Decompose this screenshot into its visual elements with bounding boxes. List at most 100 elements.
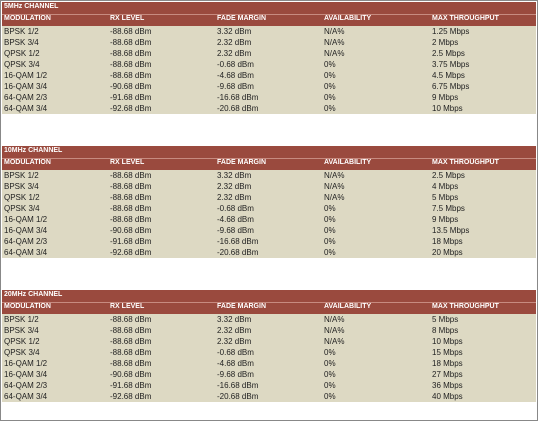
cell-max-throughput: 20 Mbps [432, 248, 463, 257]
cell-rx-level: -88.68 dBm [110, 204, 152, 213]
cell-modulation: 16-QAM 3/4 [4, 370, 48, 379]
cell-max-throughput: 5 Mbps [432, 193, 459, 202]
cell-availability: N/A% [324, 337, 345, 346]
col-header-fade-margin: FADE MARGIN [217, 15, 266, 22]
table-title: 10MHz CHANNEL [4, 147, 63, 154]
cell-fade-margin: 2.32 dBm [217, 337, 252, 346]
cell-fade-margin: 3.32 dBm [217, 171, 252, 180]
cell-fade-margin: 2.32 dBm [217, 182, 252, 191]
cell-modulation: 64-QAM 3/4 [4, 392, 48, 401]
col-header-max-throughput: MAX THROUGHPUT [432, 303, 499, 310]
cell-modulation: QPSK 3/4 [4, 204, 40, 213]
table-header: 5MHz CHANNEL MODULATION RX LEVEL FADE MA… [2, 2, 536, 26]
table-row: 64-QAM 2/3 -91.68 dBm -16.68 dBm 0% 36 Mbps [2, 380, 536, 391]
cell-rx-level: -88.68 dBm [110, 49, 152, 58]
cell-fade-margin: -4.68 dBm [217, 359, 254, 368]
table-20mhz: 20MHz CHANNEL MODULATION RX LEVEL FADE M… [2, 290, 536, 402]
cell-availability: 0% [324, 381, 336, 390]
table-row: 16-QAM 3/4 -90.68 dBm -9.68 dBm 0% 6.75 Mbps [2, 81, 536, 92]
table-body: BPSK 1/2 -88.68 dBm 3.32 dBm N/A% 1.25 Mbps B… [2, 26, 536, 114]
cell-fade-margin: 3.32 dBm [217, 27, 252, 36]
cell-fade-margin: -4.68 dBm [217, 215, 254, 224]
cell-fade-margin: 2.32 dBm [217, 49, 252, 58]
col-header-rx-level: RX LEVEL [110, 159, 145, 166]
cell-fade-margin: 2.32 dBm [217, 38, 252, 47]
table-row: 16-QAM 3/4 -90.68 dBm -9.68 dBm 0% 27 Mbps [2, 369, 536, 380]
cell-modulation: 16-QAM 3/4 [4, 82, 48, 91]
cell-availability: 0% [324, 370, 336, 379]
table-row: 64-QAM 3/4 -92.68 dBm -20.68 dBm 0% 20 Mbps [2, 247, 536, 258]
cell-rx-level: -91.68 dBm [110, 93, 152, 102]
cell-max-throughput: 13.5 Mbps [432, 226, 470, 235]
table-row: 16-QAM 3/4 -90.68 dBm -9.68 dBm 0% 13.5 Mbps [2, 225, 536, 236]
cell-availability: 0% [324, 237, 336, 246]
cell-rx-level: -88.68 dBm [110, 27, 152, 36]
cell-rx-level: -88.68 dBm [110, 215, 152, 224]
cell-modulation: QPSK 1/2 [4, 337, 40, 346]
table-row: 16-QAM 1/2 -88.68 dBm -4.68 dBm 0% 4.5 Mbps [2, 70, 536, 81]
cell-max-throughput: 15 Mbps [432, 348, 463, 357]
col-header-fade-margin: FADE MARGIN [217, 303, 266, 310]
cell-rx-level: -88.68 dBm [110, 171, 152, 180]
table-body: BPSK 1/2 -88.68 dBm 3.32 dBm N/A% 5 Mbps BPSK… [2, 314, 536, 402]
cell-modulation: 64-QAM 2/3 [4, 93, 48, 102]
cell-max-throughput: 10 Mbps [432, 337, 463, 346]
cell-rx-level: -88.68 dBm [110, 71, 152, 80]
cell-fade-margin: -20.68 dBm [217, 104, 259, 113]
cell-modulation: QPSK 3/4 [4, 60, 40, 69]
cell-rx-level: -88.68 dBm [110, 359, 152, 368]
cell-modulation: BPSK 1/2 [4, 27, 39, 36]
cell-availability: N/A% [324, 171, 345, 180]
cell-rx-level: -92.68 dBm [110, 104, 152, 113]
cell-availability: N/A% [324, 315, 345, 324]
cell-max-throughput: 7.5 Mbps [432, 204, 465, 213]
cell-modulation: BPSK 3/4 [4, 38, 39, 47]
table-row: QPSK 3/4 -88.68 dBm -0.68 dBm 0% 3.75 Mbps [2, 59, 536, 70]
cell-rx-level: -91.68 dBm [110, 381, 152, 390]
cell-rx-level: -91.68 dBm [110, 237, 152, 246]
cell-fade-margin: -16.68 dBm [217, 237, 259, 246]
cell-max-throughput: 6.75 Mbps [432, 82, 470, 91]
cell-rx-level: -88.68 dBm [110, 182, 152, 191]
table-row: 16-QAM 1/2 -88.68 dBm -4.68 dBm 0% 9 Mbps [2, 214, 536, 225]
table-10mhz: 10MHz CHANNEL MODULATION RX LEVEL FADE M… [2, 146, 536, 258]
table-row: BPSK 3/4 -88.68 dBm 2.32 dBm N/A% 2 Mbps [2, 37, 536, 48]
cell-max-throughput: 4.5 Mbps [432, 71, 465, 80]
table-row: 64-QAM 2/3 -91.68 dBm -16.68 dBm 0% 18 Mbps [2, 236, 536, 247]
cell-availability: N/A% [324, 182, 345, 191]
cell-availability: 0% [324, 359, 336, 368]
table-row: QPSK 1/2 -88.68 dBm 2.32 dBm N/A% 2.5 Mbps [2, 48, 536, 59]
cell-modulation: 16-QAM 1/2 [4, 71, 48, 80]
cell-rx-level: -88.68 dBm [110, 315, 152, 324]
cell-rx-level: -88.68 dBm [110, 326, 152, 335]
col-header-modulation: MODULATION [4, 15, 51, 22]
table-row: QPSK 1/2 -88.68 dBm 2.32 dBm N/A% 5 Mbps [2, 192, 536, 203]
cell-modulation: BPSK 1/2 [4, 315, 39, 324]
cell-modulation: 16-QAM 1/2 [4, 359, 48, 368]
cell-max-throughput: 2 Mbps [432, 38, 459, 47]
cell-availability: 0% [324, 348, 336, 357]
col-header-rx-level: RX LEVEL [110, 15, 145, 22]
table-row: QPSK 3/4 -88.68 dBm -0.68 dBm 0% 15 Mbps [2, 347, 536, 358]
cell-modulation: 64-QAM 3/4 [4, 104, 48, 113]
table-row: 64-QAM 3/4 -92.68 dBm -20.68 dBm 0% 10 Mbps [2, 103, 536, 114]
cell-max-throughput: 9 Mbps [432, 93, 459, 102]
table-row: BPSK 1/2 -88.68 dBm 3.32 dBm N/A% 5 Mbps [2, 314, 536, 325]
cell-modulation: BPSK 3/4 [4, 182, 39, 191]
cell-fade-margin: -9.68 dBm [217, 226, 254, 235]
table-row: BPSK 3/4 -88.68 dBm 2.32 dBm N/A% 8 Mbps [2, 325, 536, 336]
col-header-modulation: MODULATION [4, 303, 51, 310]
cell-max-throughput: 2.5 Mbps [432, 171, 465, 180]
table-row: BPSK 3/4 -88.68 dBm 2.32 dBm N/A% 4 Mbps [2, 181, 536, 192]
cell-fade-margin: -0.68 dBm [217, 60, 254, 69]
cell-max-throughput: 36 Mbps [432, 381, 463, 390]
cell-rx-level: -92.68 dBm [110, 248, 152, 257]
cell-max-throughput: 27 Mbps [432, 370, 463, 379]
col-header-availability: AVAILABILITY [324, 159, 372, 166]
cell-fade-margin: -9.68 dBm [217, 82, 254, 91]
cell-rx-level: -90.68 dBm [110, 370, 152, 379]
table-row: 64-QAM 3/4 -92.68 dBm -20.68 dBm 0% 40 Mbps [2, 391, 536, 402]
cell-availability: 0% [324, 93, 336, 102]
cell-rx-level: -90.68 dBm [110, 82, 152, 91]
